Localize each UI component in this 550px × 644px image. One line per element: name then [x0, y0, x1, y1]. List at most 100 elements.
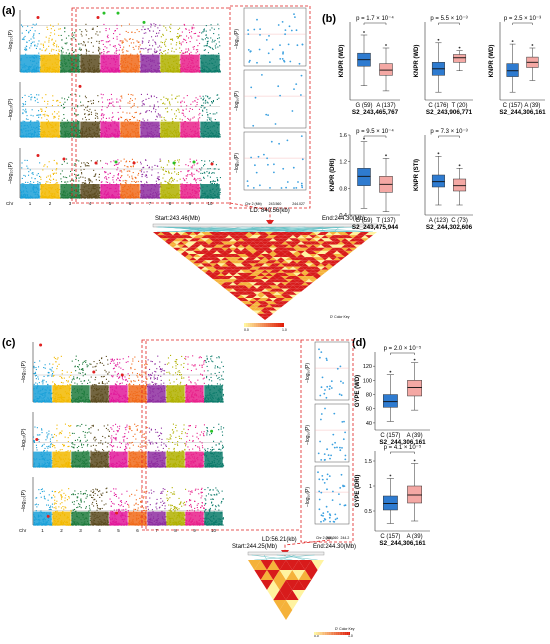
- snp-point: [104, 171, 105, 172]
- snp-point: [99, 180, 100, 181]
- snp-point: [63, 52, 64, 53]
- snp-point: [61, 35, 62, 36]
- snp-point: [89, 114, 90, 115]
- snp-point: [53, 100, 54, 101]
- snp-point: [181, 50, 182, 51]
- snp-point: [182, 109, 183, 110]
- snp-point: [37, 376, 38, 377]
- snp-point: [50, 175, 51, 176]
- snp-point: [206, 45, 207, 46]
- snp-point: [58, 49, 59, 50]
- snp-point: [88, 51, 89, 52]
- snp-point: [129, 113, 130, 114]
- snp-point: [62, 48, 63, 49]
- snp-point: [134, 49, 135, 50]
- snp-point: [36, 48, 37, 49]
- snp-band: [100, 122, 119, 137]
- snp-point: [205, 100, 206, 101]
- snp-point: [169, 27, 170, 28]
- snp-point: [146, 182, 147, 183]
- snp-point: [197, 170, 198, 171]
- snp-point: [207, 168, 208, 169]
- snp-point: [80, 166, 81, 167]
- snp-point: [60, 28, 61, 29]
- snp-point: [203, 96, 204, 97]
- snp-point: [81, 34, 82, 35]
- snp-point: [199, 43, 200, 44]
- snp-band: [180, 122, 199, 137]
- snp-point: [194, 117, 195, 118]
- snp-point: [33, 182, 34, 183]
- peak-marker: [133, 162, 136, 165]
- snp-point: [35, 367, 36, 368]
- snp-point: [106, 179, 107, 180]
- snp-point: [54, 45, 55, 46]
- snp-point: [54, 111, 55, 112]
- snp-point: [179, 43, 180, 44]
- snp-point: [162, 103, 163, 104]
- snp-point: [28, 96, 29, 97]
- snp-point: [212, 181, 213, 182]
- snp-point: [119, 50, 120, 51]
- snp-point: [155, 119, 156, 120]
- snp-point: [140, 52, 141, 53]
- snp-point: [118, 164, 119, 165]
- snp-point: [162, 42, 163, 43]
- snp-point: [130, 38, 131, 39]
- snp-point: [42, 50, 43, 51]
- snp-point: [102, 40, 103, 41]
- snp-point: [88, 114, 89, 115]
- snp-point: [50, 176, 51, 177]
- snp-point: [56, 101, 57, 102]
- snp-point: [69, 176, 70, 177]
- snp-point: [214, 41, 215, 42]
- snp-point: [209, 119, 210, 120]
- snp-point: [41, 109, 42, 110]
- snp-point: [117, 39, 118, 40]
- peak-marker: [193, 161, 196, 164]
- snp-point: [93, 170, 94, 171]
- chr-tick: 3: [69, 201, 72, 206]
- snp-point: [64, 161, 65, 162]
- snp-point: [127, 41, 128, 42]
- snp-point: [213, 100, 214, 101]
- snp-point: [138, 175, 139, 176]
- snp-point: [79, 96, 80, 97]
- snp-point: [47, 27, 48, 28]
- snp-point: [181, 106, 182, 107]
- chr-tick: 8: [169, 201, 172, 206]
- snp-point: [81, 172, 82, 173]
- snp-point: [197, 36, 198, 37]
- snp-point: [126, 119, 127, 120]
- snp-point: [64, 182, 65, 183]
- snp-point: [33, 36, 34, 37]
- snp-point: [111, 98, 112, 99]
- snp-point: [30, 97, 31, 98]
- snp-point: [161, 52, 162, 53]
- snp-point: [152, 169, 153, 170]
- snp-point: [179, 95, 180, 96]
- snp-point: [107, 182, 108, 183]
- snp-point: [25, 36, 26, 37]
- snp-point: [170, 178, 171, 179]
- snp-point: [183, 115, 184, 116]
- snp-point: [64, 107, 65, 108]
- snp-point: [47, 103, 48, 104]
- snp-point: [124, 120, 125, 121]
- snp-point: [178, 29, 179, 30]
- snp-point: [25, 182, 26, 183]
- snp-point: [26, 111, 27, 112]
- snp-point: [31, 43, 32, 44]
- snp-point: [197, 45, 198, 46]
- snp-point: [63, 176, 64, 177]
- snp-point: [121, 175, 122, 176]
- snp-point: [80, 177, 81, 178]
- snp-point: [171, 51, 172, 52]
- snp-point: [123, 51, 124, 52]
- snp-point: [33, 174, 34, 175]
- snp-point: [116, 50, 117, 51]
- snp-point: [158, 33, 159, 34]
- snp-point: [214, 183, 215, 184]
- snp-point: [71, 372, 72, 373]
- snp-point: [58, 118, 59, 119]
